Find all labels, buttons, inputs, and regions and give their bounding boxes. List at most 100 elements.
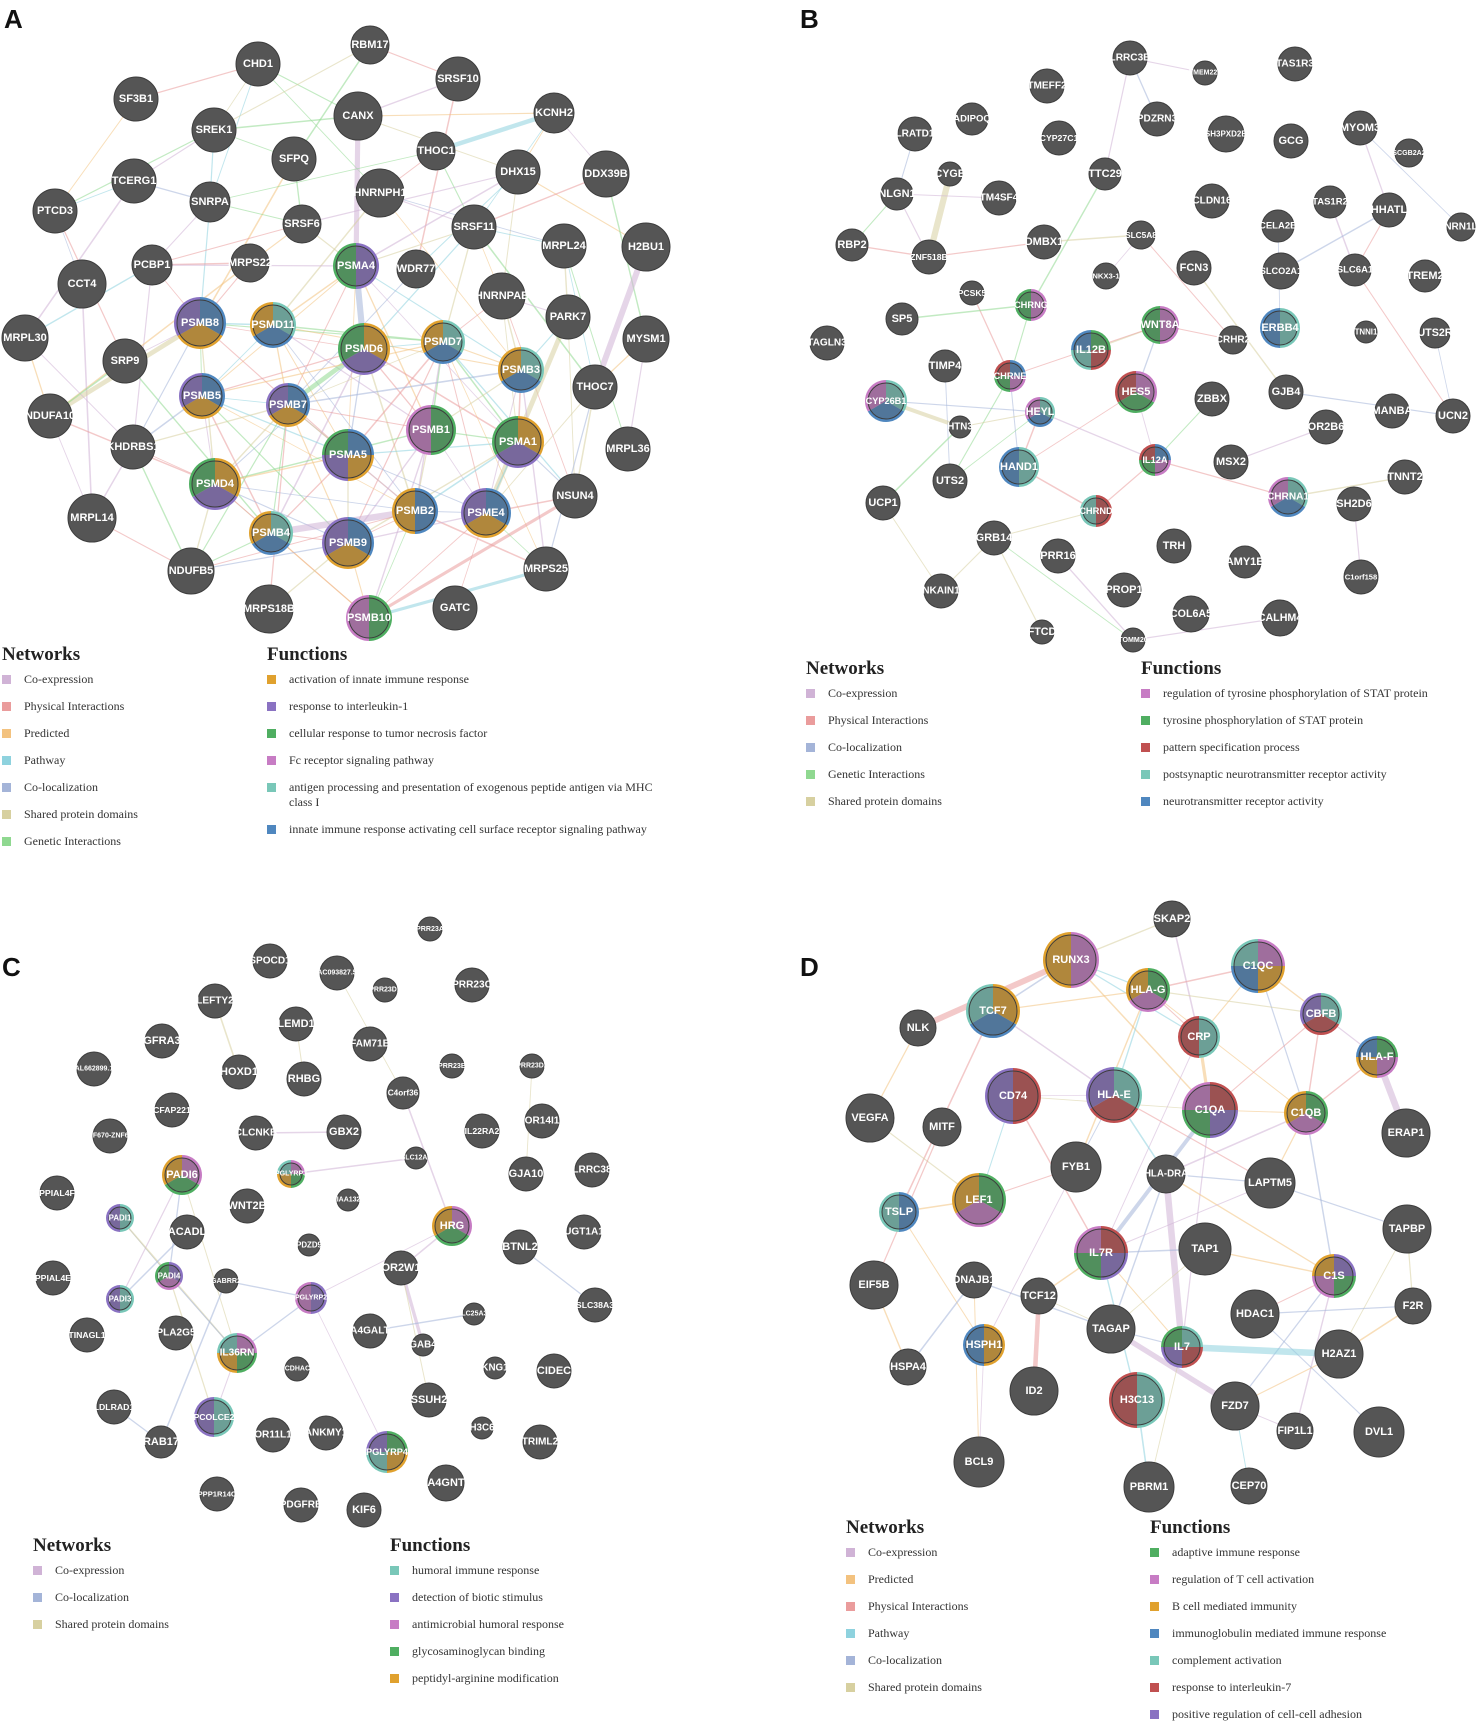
gene-node[interactable]: DHX15 (495, 149, 541, 195)
gene-node[interactable]: UCN2 (1435, 398, 1471, 434)
gene-node[interactable]: TMEM220 (1189, 60, 1221, 86)
gene-node[interactable]: TAS1R3 (1276, 46, 1314, 82)
gene-node[interactable]: NKX3-1 (1092, 262, 1120, 290)
gene-node[interactable]: NSUN4 (552, 473, 598, 519)
gene-node[interactable]: PDGFRB (280, 1487, 323, 1523)
gene-node[interactable]: BCL9 (953, 1436, 1005, 1488)
gene-node[interactable]: SRSF6 (282, 204, 322, 244)
gene-node[interactable]: CHRND (1079, 495, 1113, 527)
gene-node[interactable]: CELA2B (1259, 209, 1297, 243)
gene-node[interactable]: PRR23B (438, 1053, 466, 1079)
gene-node[interactable]: NRN1L (1444, 212, 1477, 242)
gene-node[interactable]: PGLYRP2 (295, 1282, 327, 1314)
gene-node[interactable]: WNT8A (1140, 306, 1180, 344)
gene-node[interactable]: KNG1 (481, 1356, 509, 1380)
gene-node[interactable]: F2R (1394, 1287, 1432, 1325)
gene-node[interactable]: RAB17 (143, 1425, 179, 1459)
gene-node[interactable]: ERAP1 (1381, 1108, 1431, 1158)
gene-node[interactable]: TAP1 (1178, 1222, 1232, 1276)
gene-node[interactable]: LRRC38 (572, 1152, 612, 1188)
gene-node[interactable]: CHRNE (993, 360, 1027, 392)
gene-node[interactable]: TINAGL1 (68, 1317, 106, 1353)
gene-node[interactable]: GBX2 (326, 1114, 362, 1150)
gene-node[interactable]: MRPL36 (605, 426, 651, 472)
gene-node[interactable]: LAPTM5 (1244, 1157, 1296, 1209)
gene-node[interactable]: PBRM1 (1123, 1461, 1175, 1513)
gene-node[interactable]: PRR23D2 (516, 1053, 548, 1079)
gene-node[interactable]: SFPQ (271, 136, 317, 182)
gene-node[interactable]: SSUH2 (411, 1382, 448, 1418)
gene-node[interactable]: RBP2 (835, 228, 869, 262)
gene-node[interactable]: TRH (1156, 528, 1192, 564)
gene-node[interactable]: FIP1L1 (1276, 1412, 1314, 1450)
gene-node[interactable]: PSMD7 (421, 320, 465, 364)
gene-node[interactable]: CYP26B1 (864, 380, 908, 423)
gene-node[interactable]: GATC (432, 585, 478, 631)
gene-node[interactable]: HHATL (1371, 192, 1408, 228)
gene-node[interactable]: SRSF10 (435, 56, 481, 102)
gene-node[interactable]: PSMB7 (266, 383, 310, 427)
gene-node[interactable]: CBFB (1299, 992, 1343, 1036)
gene-node[interactable]: THOC1 (416, 131, 456, 171)
gene-node[interactable]: RUNX3 (1043, 932, 1099, 988)
gene-node[interactable]: HRG (432, 1206, 472, 1246)
gene-node[interactable]: SLC25A31 (457, 1302, 492, 1326)
gene-node[interactable]: DVL1 (1353, 1406, 1405, 1458)
gene-node[interactable]: MRPS25 (523, 546, 569, 592)
gene-node[interactable]: FAM71B (350, 1026, 390, 1062)
gene-node[interactable]: PSMD4 (188, 457, 242, 511)
gene-node[interactable]: MRPL24 (541, 223, 587, 269)
gene-node[interactable]: PRR23A (416, 916, 444, 942)
gene-node[interactable]: ACADL (168, 1214, 207, 1250)
gene-node[interactable]: MRPS22 (228, 243, 272, 283)
gene-node[interactable]: TIMP4 (928, 349, 962, 383)
gene-node[interactable]: PCBP1 (131, 244, 173, 286)
gene-node[interactable]: IL12B (1071, 330, 1111, 370)
gene-node[interactable]: HDAC1 (1230, 1289, 1280, 1339)
gene-node[interactable]: CRHR2 (1216, 325, 1251, 355)
gene-node[interactable]: SF3B1 (113, 76, 159, 122)
gene-node[interactable]: CLCNKB (235, 1115, 278, 1151)
gene-node[interactable]: PADI3 (106, 1285, 134, 1313)
gene-node[interactable]: IL12A (1139, 444, 1171, 476)
gene-node[interactable]: PDZRN3 (1137, 101, 1178, 137)
gene-node[interactable]: LRRC3B (1110, 40, 1151, 76)
gene-node[interactable]: H3C13 (1109, 1372, 1165, 1428)
gene-node[interactable]: IL7 (1161, 1326, 1203, 1368)
gene-node[interactable]: SNRPA (189, 181, 231, 223)
gene-node[interactable]: ANKMY1 (305, 1415, 348, 1451)
gene-node[interactable]: IL36RN (217, 1333, 257, 1373)
gene-node[interactable]: PSMB3 (497, 347, 545, 394)
gene-node[interactable]: CALHM4 (1258, 599, 1303, 637)
gene-node[interactable]: A4GALT (350, 1313, 391, 1349)
gene-node[interactable]: HLA-DRA (1144, 1154, 1188, 1194)
gene-node[interactable]: TNNT2 (1387, 459, 1423, 495)
gene-node[interactable]: NKAIN1 (922, 573, 960, 609)
gene-node[interactable]: SPOCD1 (249, 943, 291, 979)
gene-node[interactable]: SCGB2A2 (1392, 138, 1426, 168)
gene-node[interactable]: MYOM3 (1340, 110, 1380, 146)
gene-node[interactable]: PSMA1 (491, 415, 545, 469)
gene-node[interactable]: LEMD1 (277, 1006, 315, 1042)
gene-node[interactable]: CRP (1178, 1016, 1220, 1058)
gene-node[interactable]: SRP9 (102, 338, 148, 384)
gene-node[interactable]: MSX2 (1213, 444, 1249, 480)
gene-node[interactable]: HTN3 (947, 415, 973, 439)
gene-node[interactable]: GFRA3 (143, 1023, 181, 1059)
gene-node[interactable]: A4GNT (427, 1464, 465, 1502)
gene-node[interactable]: AL662899.1 (75, 1051, 114, 1087)
gene-node[interactable]: TAGAP (1086, 1304, 1136, 1354)
gene-node[interactable]: CHRNA1 (1267, 477, 1309, 517)
gene-node[interactable]: TM4SF4 (980, 180, 1019, 216)
gene-node[interactable]: PSMB1 (406, 405, 456, 455)
gene-node[interactable]: VEGFA (845, 1093, 895, 1143)
gene-node[interactable]: LRATD1 (895, 116, 935, 152)
gene-node[interactable]: TMEFF2 (1027, 68, 1067, 104)
gene-node[interactable]: RBM17 (350, 25, 390, 65)
gene-node[interactable]: FTCD (1028, 619, 1057, 645)
gene-node[interactable]: HSPH1 (963, 1324, 1005, 1366)
gene-node[interactable]: EIF5B (849, 1260, 899, 1310)
gene-node[interactable]: C1S (1312, 1254, 1356, 1298)
gene-node[interactable]: NDUFB5 (167, 547, 215, 595)
gene-node[interactable]: SH2D6 (1336, 486, 1372, 522)
